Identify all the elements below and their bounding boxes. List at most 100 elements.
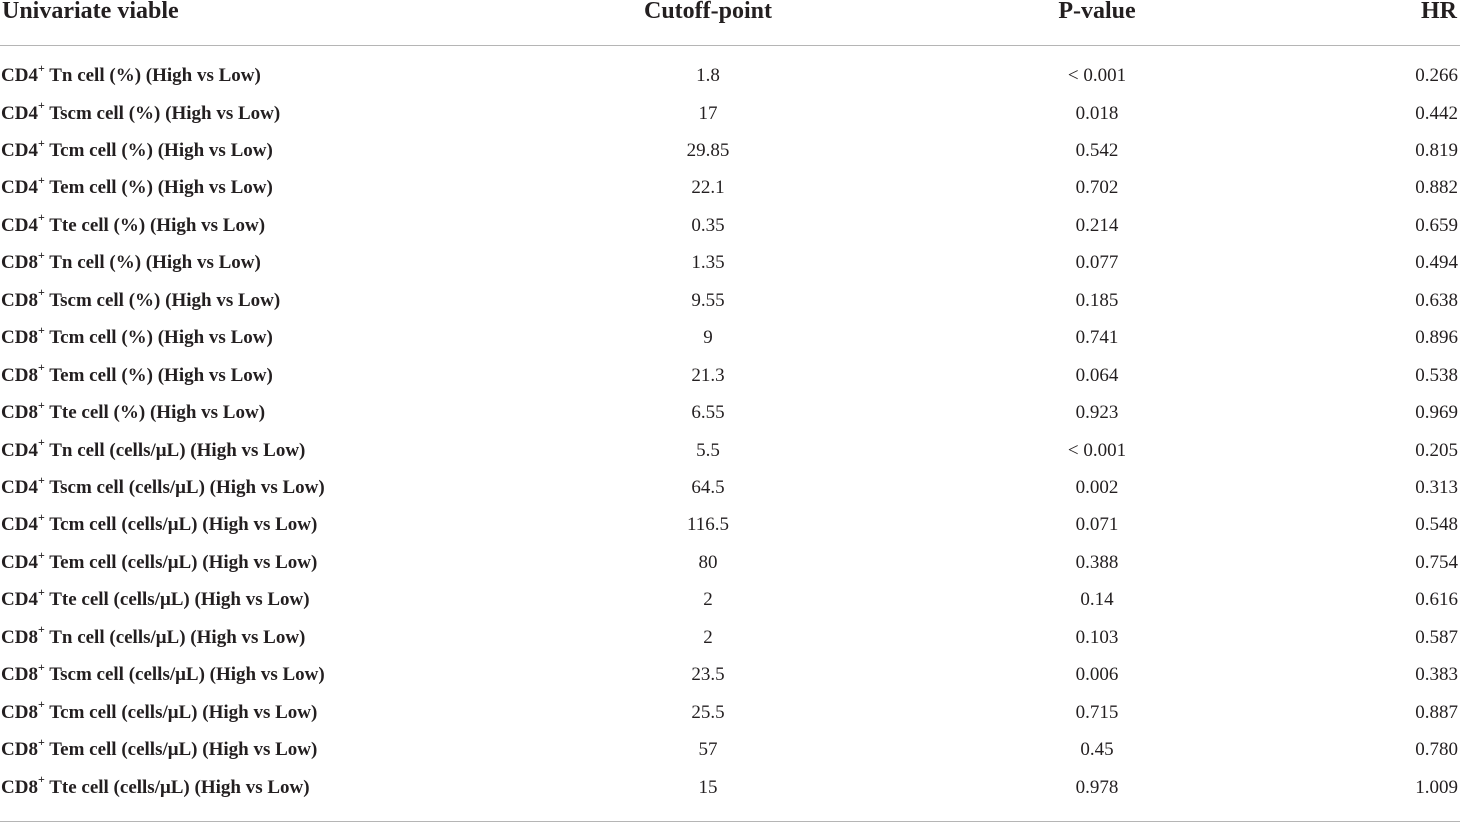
marker-superscript: + <box>37 697 45 712</box>
row-pvalue: 0.064 <box>1075 364 1119 386</box>
row-variable-label: CD8+ Tn cell (%) (High vs Low) <box>1 247 261 275</box>
row-pvalue: 0.45 <box>1080 739 1114 761</box>
marker-prefix: CD4 <box>1 551 38 573</box>
row-cutoff-value: 2 <box>703 589 713 611</box>
marker-superscript: + <box>37 210 45 225</box>
row-pvalue: 0.715 <box>1075 701 1119 723</box>
marker-superscript: + <box>37 622 45 637</box>
marker-superscript: + <box>37 173 45 188</box>
marker-prefix: CD8 <box>1 252 38 274</box>
header-pvalue: P-value <box>1058 0 1136 24</box>
variable-description: Tscm cell (%) (High vs Low) <box>44 102 281 124</box>
row-variable-label: CD4+ Tscm cell (cells/μL) (High vs Low) <box>1 472 325 500</box>
row-variable-label: CD4+ Tem cell (cells/μL) (High vs Low) <box>1 549 317 575</box>
variable-description: Tem cell (%) (High vs Low) <box>44 364 273 386</box>
marker-prefix: CD8 <box>1 664 38 686</box>
variable-description: Tn cell (cells/μL) (High vs Low) <box>44 439 306 461</box>
table-row: CD8+ Tscm cell (%) (High vs Low) 9.55 0.18… <box>0 286 1460 326</box>
marker-superscript: + <box>37 285 45 300</box>
row-hr-value: 0.266 <box>1415 65 1458 86</box>
row-pvalue: 0.071 <box>1075 514 1119 536</box>
row-cutoff-value: 29.85 <box>686 139 730 161</box>
row-variable-label: CD8+ Tem cell (cells/μL) (High vs Low) <box>1 734 317 762</box>
row-pvalue: 0.077 <box>1075 252 1119 274</box>
marker-prefix: CD4 <box>1 139 38 161</box>
row-hr-value: 0.205 <box>1415 439 1458 461</box>
row-hr-value: 0.780 <box>1415 739 1458 761</box>
row-hr-value: 0.442 <box>1415 102 1458 124</box>
variable-description: Tn cell (cells/μL) (High vs Low) <box>44 626 306 648</box>
marker-superscript: + <box>37 734 45 749</box>
marker-prefix: CD8 <box>1 402 38 424</box>
row-hr-value: 1.009 <box>1415 776 1458 798</box>
row-variable-label: CD4+ Tn cell (%) (High vs Low) <box>1 60 261 88</box>
table-bottom-rule <box>0 821 1460 822</box>
marker-prefix: CD4 <box>1 589 38 611</box>
table-row: CD8+ Tte cell (%) (High vs Low) 6.55 0.923… <box>0 399 1460 438</box>
variable-description: Tte cell (cells/μL) (High vs Low) <box>44 589 310 611</box>
marker-prefix: CD4 <box>1 102 38 124</box>
marker-superscript: + <box>37 435 45 450</box>
row-pvalue: 0.103 <box>1075 626 1119 648</box>
marker-superscript: + <box>37 247 45 262</box>
row-cutoff-value: 64.5 <box>691 477 725 498</box>
table-row: CD4+ Tem cell (cells/μL) (High vs Low) 80… <box>0 549 1460 588</box>
row-pvalue: 0.018 <box>1075 102 1119 124</box>
table-row: CD4+ Tem cell (%) (High vs Low) 22.1 0.702… <box>0 173 1460 213</box>
variable-description: Tte cell (cells/μL) (High vs Low) <box>44 776 310 798</box>
row-hr-value: 0.538 <box>1415 364 1458 386</box>
row-cutoff-value: 6.55 <box>691 402 725 424</box>
marker-prefix: CD8 <box>1 776 38 798</box>
marker-prefix: CD8 <box>1 364 38 386</box>
row-cutoff-value: 57 <box>698 739 718 761</box>
row-pvalue: < 0.001 <box>1067 439 1127 461</box>
marker-prefix: CD4 <box>1 514 38 536</box>
marker-superscript: + <box>37 360 45 375</box>
row-cutoff-value: 15 <box>698 776 718 798</box>
header-divider <box>0 45 1460 46</box>
row-variable-label: CD4+ Tte cell (cells/μL) (High vs Low) <box>1 584 310 612</box>
variable-description: Tem cell (%) (High vs Low) <box>44 177 273 199</box>
marker-prefix: CD8 <box>1 626 38 648</box>
row-variable-label: CD8+ Tte cell (%) (High vs Low) <box>1 399 266 425</box>
row-variable-label: CD4+ Tcm cell (%) (High vs Low) <box>1 137 273 163</box>
table-row: CD4+ Tn cell (%) (High vs Low) 1.8 < 0.001… <box>0 60 1460 101</box>
row-hr-value: 0.494 <box>1415 252 1458 274</box>
row-cutoff-value: 2 <box>703 626 713 648</box>
marker-superscript: + <box>37 472 45 487</box>
row-hr-value: 0.887 <box>1415 701 1458 723</box>
marker-prefix: CD8 <box>1 739 38 761</box>
row-cutoff-value: 116.5 <box>686 514 730 536</box>
marker-prefix: CD8 <box>1 289 38 311</box>
variable-description: Tte cell (%) (High vs Low) <box>44 402 266 424</box>
row-cutoff-value: 80 <box>698 551 718 573</box>
marker-superscript: + <box>37 60 45 75</box>
row-pvalue: 0.214 <box>1075 214 1119 236</box>
row-pvalue: 0.978 <box>1075 776 1119 798</box>
row-pvalue: 0.542 <box>1075 139 1119 161</box>
row-pvalue: 0.741 <box>1075 327 1119 349</box>
table-row: CD8+ Tte cell (cells/μL) (High vs Low) 15… <box>0 773 1460 813</box>
table-row: CD4+ Tcm cell (%) (High vs Low) 29.85 0.54… <box>0 137 1460 176</box>
marker-superscript: + <box>37 98 45 113</box>
header-hr: HR <box>1421 0 1457 24</box>
table-row: CD4+ Tn cell (cells/μL) (High vs Low) 5.5… <box>0 436 1460 476</box>
table-row: CD8+ Tn cell (cells/μL) (High vs Low) 2 0.… <box>0 623 1460 663</box>
table-row: CD8+ Tscm cell (cells/μL) (High vs Low) 2… <box>0 661 1460 700</box>
marker-prefix: CD4 <box>1 65 38 86</box>
row-variable-label: CD8+ Tcm cell (cells/μL) (High vs Low) <box>1 698 318 725</box>
row-cutoff-value: 23.5 <box>691 664 725 686</box>
marker-superscript: + <box>37 584 45 599</box>
row-cutoff-value: 0.35 <box>691 214 725 236</box>
row-hr-value: 0.754 <box>1415 551 1458 573</box>
row-cutoff-value: 21.3 <box>691 364 725 386</box>
marker-prefix: CD8 <box>1 701 38 723</box>
row-pvalue: 0.923 <box>1075 402 1119 424</box>
marker-superscript: + <box>37 510 45 525</box>
row-cutoff-value: 9 <box>703 327 713 349</box>
variable-description: Tcm cell (cells/μL) (High vs Low) <box>44 701 318 723</box>
row-pvalue: 0.14 <box>1080 589 1114 611</box>
row-variable-label: CD8+ Tscm cell (cells/μL) (High vs Low) <box>1 661 325 687</box>
row-variable-label: CD8+ Tn cell (cells/μL) (High vs Low) <box>1 623 306 650</box>
variable-description: Tscm cell (cells/μL) (High vs Low) <box>44 477 325 498</box>
